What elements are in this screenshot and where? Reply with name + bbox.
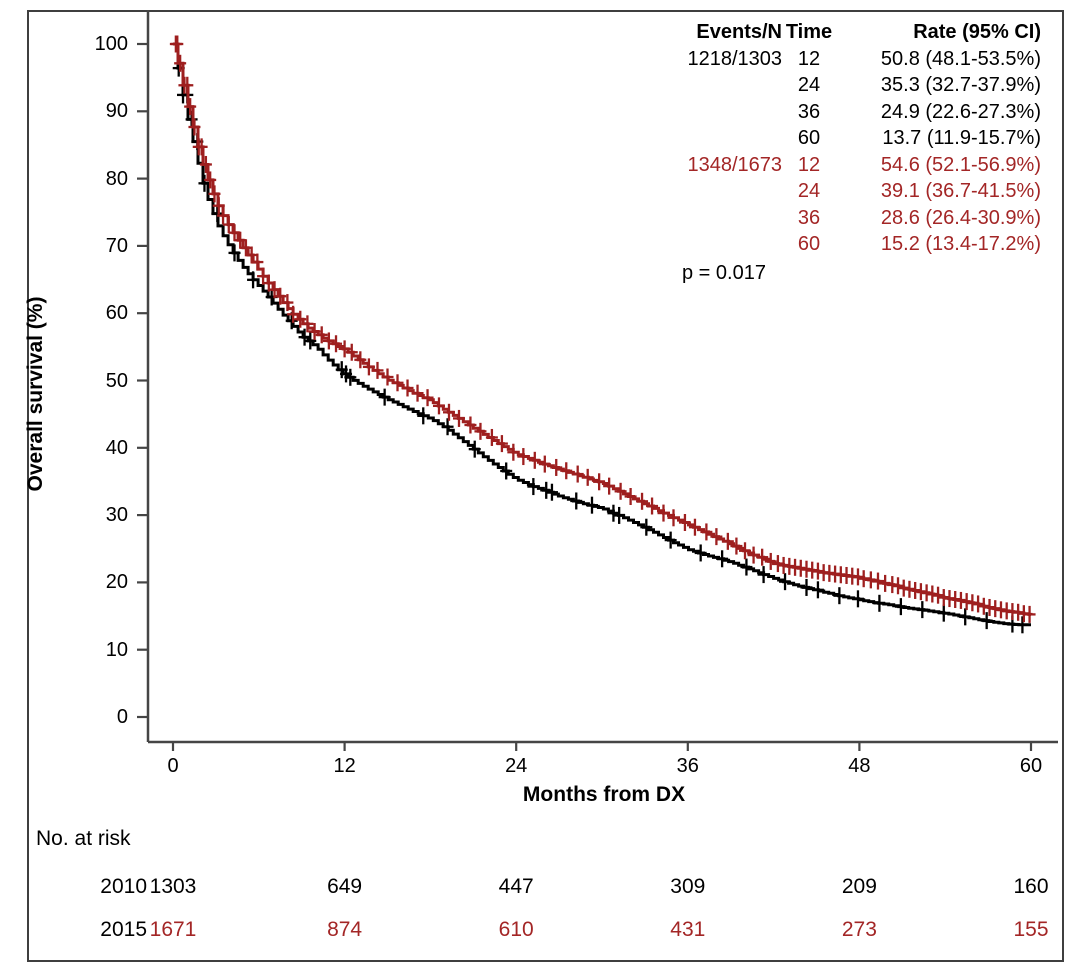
y-tick-label: 50 [105, 369, 128, 392]
at-risk-value: 610 [498, 918, 534, 941]
events-n-cell [647, 72, 782, 99]
rate-cell: 35.3 (32.7-37.9%) [880, 74, 1041, 96]
time-cell: 60 [797, 233, 821, 255]
rate-row-1218-1303: 1218/1303 12 50.8 (48.1-53.5%) [647, 46, 1041, 73]
at-risk-value: 874 [327, 918, 363, 941]
time-cell: 24 [797, 74, 821, 96]
rate-cell: 28.6 (26.4-30.9%) [880, 206, 1041, 229]
at-risk-value: 309 [670, 875, 706, 898]
y-tick-label: 90 [105, 100, 128, 123]
y-tick-label: 60 [105, 302, 128, 325]
rate-cell: 15.2 (13.4-17.2%) [880, 233, 1041, 255]
time-cell: 60 [797, 127, 821, 149]
at-risk-value: 273 [841, 918, 877, 941]
time-cell: 36 [797, 206, 821, 229]
rate-cell: 24.9 (22.6-27.3%) [880, 100, 1041, 123]
x-tick-label: 24 [505, 755, 528, 777]
legend-header-rate: Rate (95% CI) [913, 21, 1041, 43]
rate-row-1218-1303: 60 13.7 (11.9-15.7%) [647, 125, 1041, 152]
figure-border [27, 10, 1064, 962]
time-cell: 12 [797, 47, 821, 70]
y-tick-label: 20 [105, 571, 128, 594]
y-tick-label: 40 [105, 436, 128, 459]
y-tick-label: 30 [105, 504, 128, 527]
at-risk-year-2010: 2010 [100, 875, 147, 898]
x-tick-label: 12 [333, 755, 356, 777]
events-n-cell: 1218/1303 [687, 47, 782, 70]
rate-row-1348-1673: 1348/1673 12 54.6 (52.1-56.9%) [647, 152, 1041, 179]
at-risk-value: 209 [841, 875, 877, 898]
survival-rate-header-row: Events/N Time Rate (95% CI) [647, 19, 1041, 46]
time-cell: 24 [797, 180, 821, 202]
at-risk-value: 649 [327, 875, 363, 898]
x-tick-label: 36 [676, 755, 699, 777]
x-tick-label: 48 [848, 755, 871, 777]
y-tick-label: 80 [105, 167, 128, 190]
rate-cell: 13.7 (11.9-15.7%) [882, 127, 1041, 149]
time-cell: 36 [797, 100, 821, 123]
rate-row-1218-1303: 24 35.3 (32.7-37.9%) [647, 72, 1041, 99]
events-n-cell [647, 125, 782, 152]
time-cell: 12 [797, 153, 821, 176]
rate-cell: 50.8 (48.1-53.5%) [880, 47, 1041, 70]
at-risk-value: 1671 [149, 918, 197, 941]
p-value: p = 0.017 [682, 262, 766, 284]
at-risk-value: 1303 [149, 875, 197, 898]
events-n-cell [647, 178, 782, 205]
survival-rate-table: Events/N Time Rate (95% CI) 1218/1303 12 5… [647, 19, 1041, 258]
rate-row-1348-1673: 24 39.1 (36.7-41.5%) [647, 178, 1041, 205]
y-tick-label: 70 [105, 234, 128, 257]
rate-cell: 54.6 (52.1-56.9%) [880, 153, 1041, 176]
rate-row-1218-1303: 36 24.9 (22.6-27.3%) [647, 99, 1041, 126]
at-risk-year-2015: 2015 [100, 918, 147, 941]
at-risk-value: 160 [1013, 875, 1049, 898]
y-axis-title: Overall survival (%) [24, 296, 47, 492]
events-n-cell [647, 231, 782, 258]
events-n-cell [647, 99, 782, 126]
rate-row-1348-1673: 36 28.6 (26.4-30.9%) [647, 205, 1041, 232]
y-tick-label: 10 [105, 638, 128, 661]
events-n-cell: 1348/1673 [687, 153, 782, 176]
y-tick-label: 100 [94, 33, 128, 55]
rate-cell: 39.1 (36.7-41.5%) [880, 180, 1041, 202]
at-risk-value: 431 [670, 918, 706, 941]
x-tick-label: 60 [1019, 755, 1043, 777]
x-axis-title: Months from DX [522, 783, 686, 806]
at-risk-value: 447 [498, 875, 534, 898]
legend-header-events: Events/N [696, 21, 782, 43]
rate-row-1348-1673: 60 15.2 (13.4-17.2%) [647, 231, 1041, 258]
events-n-cell [647, 205, 782, 232]
at-risk-label: No. at risk [36, 827, 131, 850]
y-tick-label: 0 [116, 706, 128, 728]
legend-header-time: Time [785, 21, 833, 43]
x-tick-label: 0 [167, 755, 179, 777]
at-risk-value: 155 [1013, 918, 1049, 941]
